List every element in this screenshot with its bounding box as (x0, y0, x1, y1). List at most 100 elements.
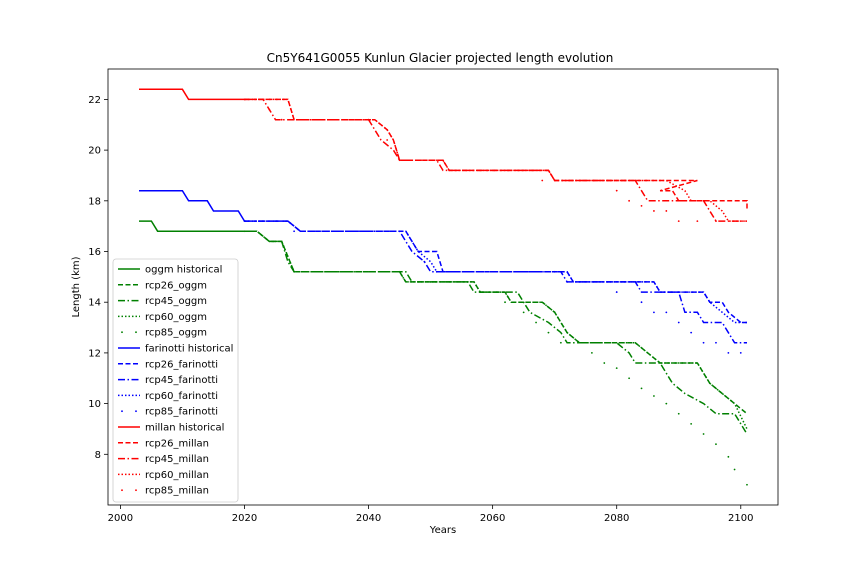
data-point (628, 377, 631, 380)
data-point (696, 220, 699, 222)
y-tick-label: 10 (88, 399, 101, 410)
data-point (690, 331, 693, 334)
legend-entry: rcp45_farinotti (118, 375, 218, 386)
data-point (423, 260, 426, 263)
legend-entry: rcp26_farinotti (118, 359, 218, 370)
legend-marker (121, 489, 123, 492)
x-tick-label: 2060 (480, 513, 505, 524)
y-tick-label: 12 (88, 348, 101, 359)
data-point (398, 270, 401, 273)
series-millan-historical (139, 88, 245, 101)
legend-label: rcp45_oggm (145, 296, 207, 307)
series-rcp60-millan (244, 98, 747, 222)
data-point (746, 483, 748, 486)
legend-marker (121, 410, 123, 413)
data-point (690, 422, 693, 425)
legend: oggm historical rcp26_oggm rcp45_oggm rcp60… (112, 258, 239, 503)
legend-marker (121, 331, 123, 334)
data-point (243, 230, 246, 233)
data-point (479, 291, 482, 293)
series-farinotti-historical (139, 189, 246, 222)
series-rcp60-oggm (244, 230, 748, 430)
series-rcp85-millan (243, 98, 717, 222)
legend-entry: farinotti historical (118, 344, 233, 355)
legend-entry: millan historical (118, 423, 224, 434)
data-point (442, 159, 444, 162)
data-point (522, 311, 525, 314)
x-tick-label: 2000 (108, 513, 133, 524)
legend-marker (135, 331, 137, 334)
y-tick-label: 14 (88, 298, 101, 309)
data-point (566, 281, 568, 283)
data-point (429, 281, 432, 283)
data-point (715, 341, 717, 344)
data-point (274, 240, 277, 243)
series-rcp45-oggm (244, 230, 748, 435)
data-point (504, 301, 506, 304)
legend-entry: rcp60_oggm (118, 312, 207, 323)
series-rcp85-oggm (243, 230, 748, 486)
data-point (435, 270, 438, 273)
legend-marker (135, 489, 137, 492)
x-tick-label: 2020 (232, 513, 257, 524)
series-rcp45-farinotti (244, 220, 747, 344)
data-point (603, 362, 606, 364)
series-rcp26-oggm (244, 230, 748, 415)
y-tick-label: 8 (95, 450, 101, 461)
legend-label: rcp85_farinotti (145, 407, 218, 418)
series-rcp85-farinotti (243, 220, 742, 354)
data-point (727, 352, 730, 354)
data-point (547, 331, 550, 334)
chart-title: Cn5Y641G0055 Kunlun Glacier projected le… (267, 51, 614, 65)
legend-marker (135, 410, 137, 413)
data-point (541, 179, 544, 182)
y-tick-label: 18 (88, 196, 101, 207)
legend-entry: rcp60_millan (118, 470, 209, 481)
data-point (665, 210, 668, 212)
legend-label: rcp26_millan (145, 438, 209, 449)
data-point (559, 341, 562, 344)
plot-series-group (139, 88, 748, 486)
series-rcp26-millan (244, 98, 748, 211)
data-point (665, 311, 668, 314)
data-point (448, 169, 451, 172)
data-point (615, 291, 618, 293)
legend-label: rcp26_farinotti (145, 359, 218, 370)
legend-entry: rcp85_millan (121, 486, 209, 497)
x-axis: 2000 2020 2040 2060 2080 2100 (108, 505, 754, 524)
data-point (715, 443, 717, 446)
data-point (398, 230, 401, 233)
legend-label: rcp26_oggm (145, 280, 207, 291)
data-point (727, 455, 730, 458)
data-point (615, 189, 618, 192)
data-point (280, 118, 283, 121)
data-point (590, 352, 593, 354)
legend-label: rcp60_farinotti (145, 391, 218, 402)
series-oggm-historical (139, 220, 245, 232)
data-point (615, 367, 618, 370)
legend-label: rcp60_oggm (145, 312, 207, 323)
data-point (677, 412, 680, 415)
data-point (715, 220, 717, 222)
data-point (535, 321, 537, 324)
legend-entry: rcp45_oggm (118, 296, 207, 307)
legend-entry: rcp85_farinotti (121, 407, 218, 418)
legend-label: farinotti historical (145, 344, 233, 355)
data-point (466, 281, 469, 283)
data-point (739, 352, 742, 354)
legend-entry: rcp85_oggm (121, 328, 207, 339)
legend-entry: rcp45_millan (118, 454, 209, 465)
legend-label: rcp45_farinotti (145, 375, 218, 386)
data-point (640, 301, 643, 304)
legend-label: rcp60_millan (145, 470, 209, 481)
x-axis-label: Years (429, 525, 456, 536)
data-point (677, 220, 680, 222)
legend-label: oggm historical (145, 265, 222, 276)
legend-label: rcp85_oggm (145, 328, 207, 339)
data-point (702, 341, 705, 344)
series-rcp60-farinotti (244, 220, 747, 324)
y-tick-label: 16 (88, 247, 101, 258)
legend-entry: rcp60_farinotti (118, 391, 218, 402)
legend-box (112, 258, 239, 503)
data-point (268, 108, 271, 111)
